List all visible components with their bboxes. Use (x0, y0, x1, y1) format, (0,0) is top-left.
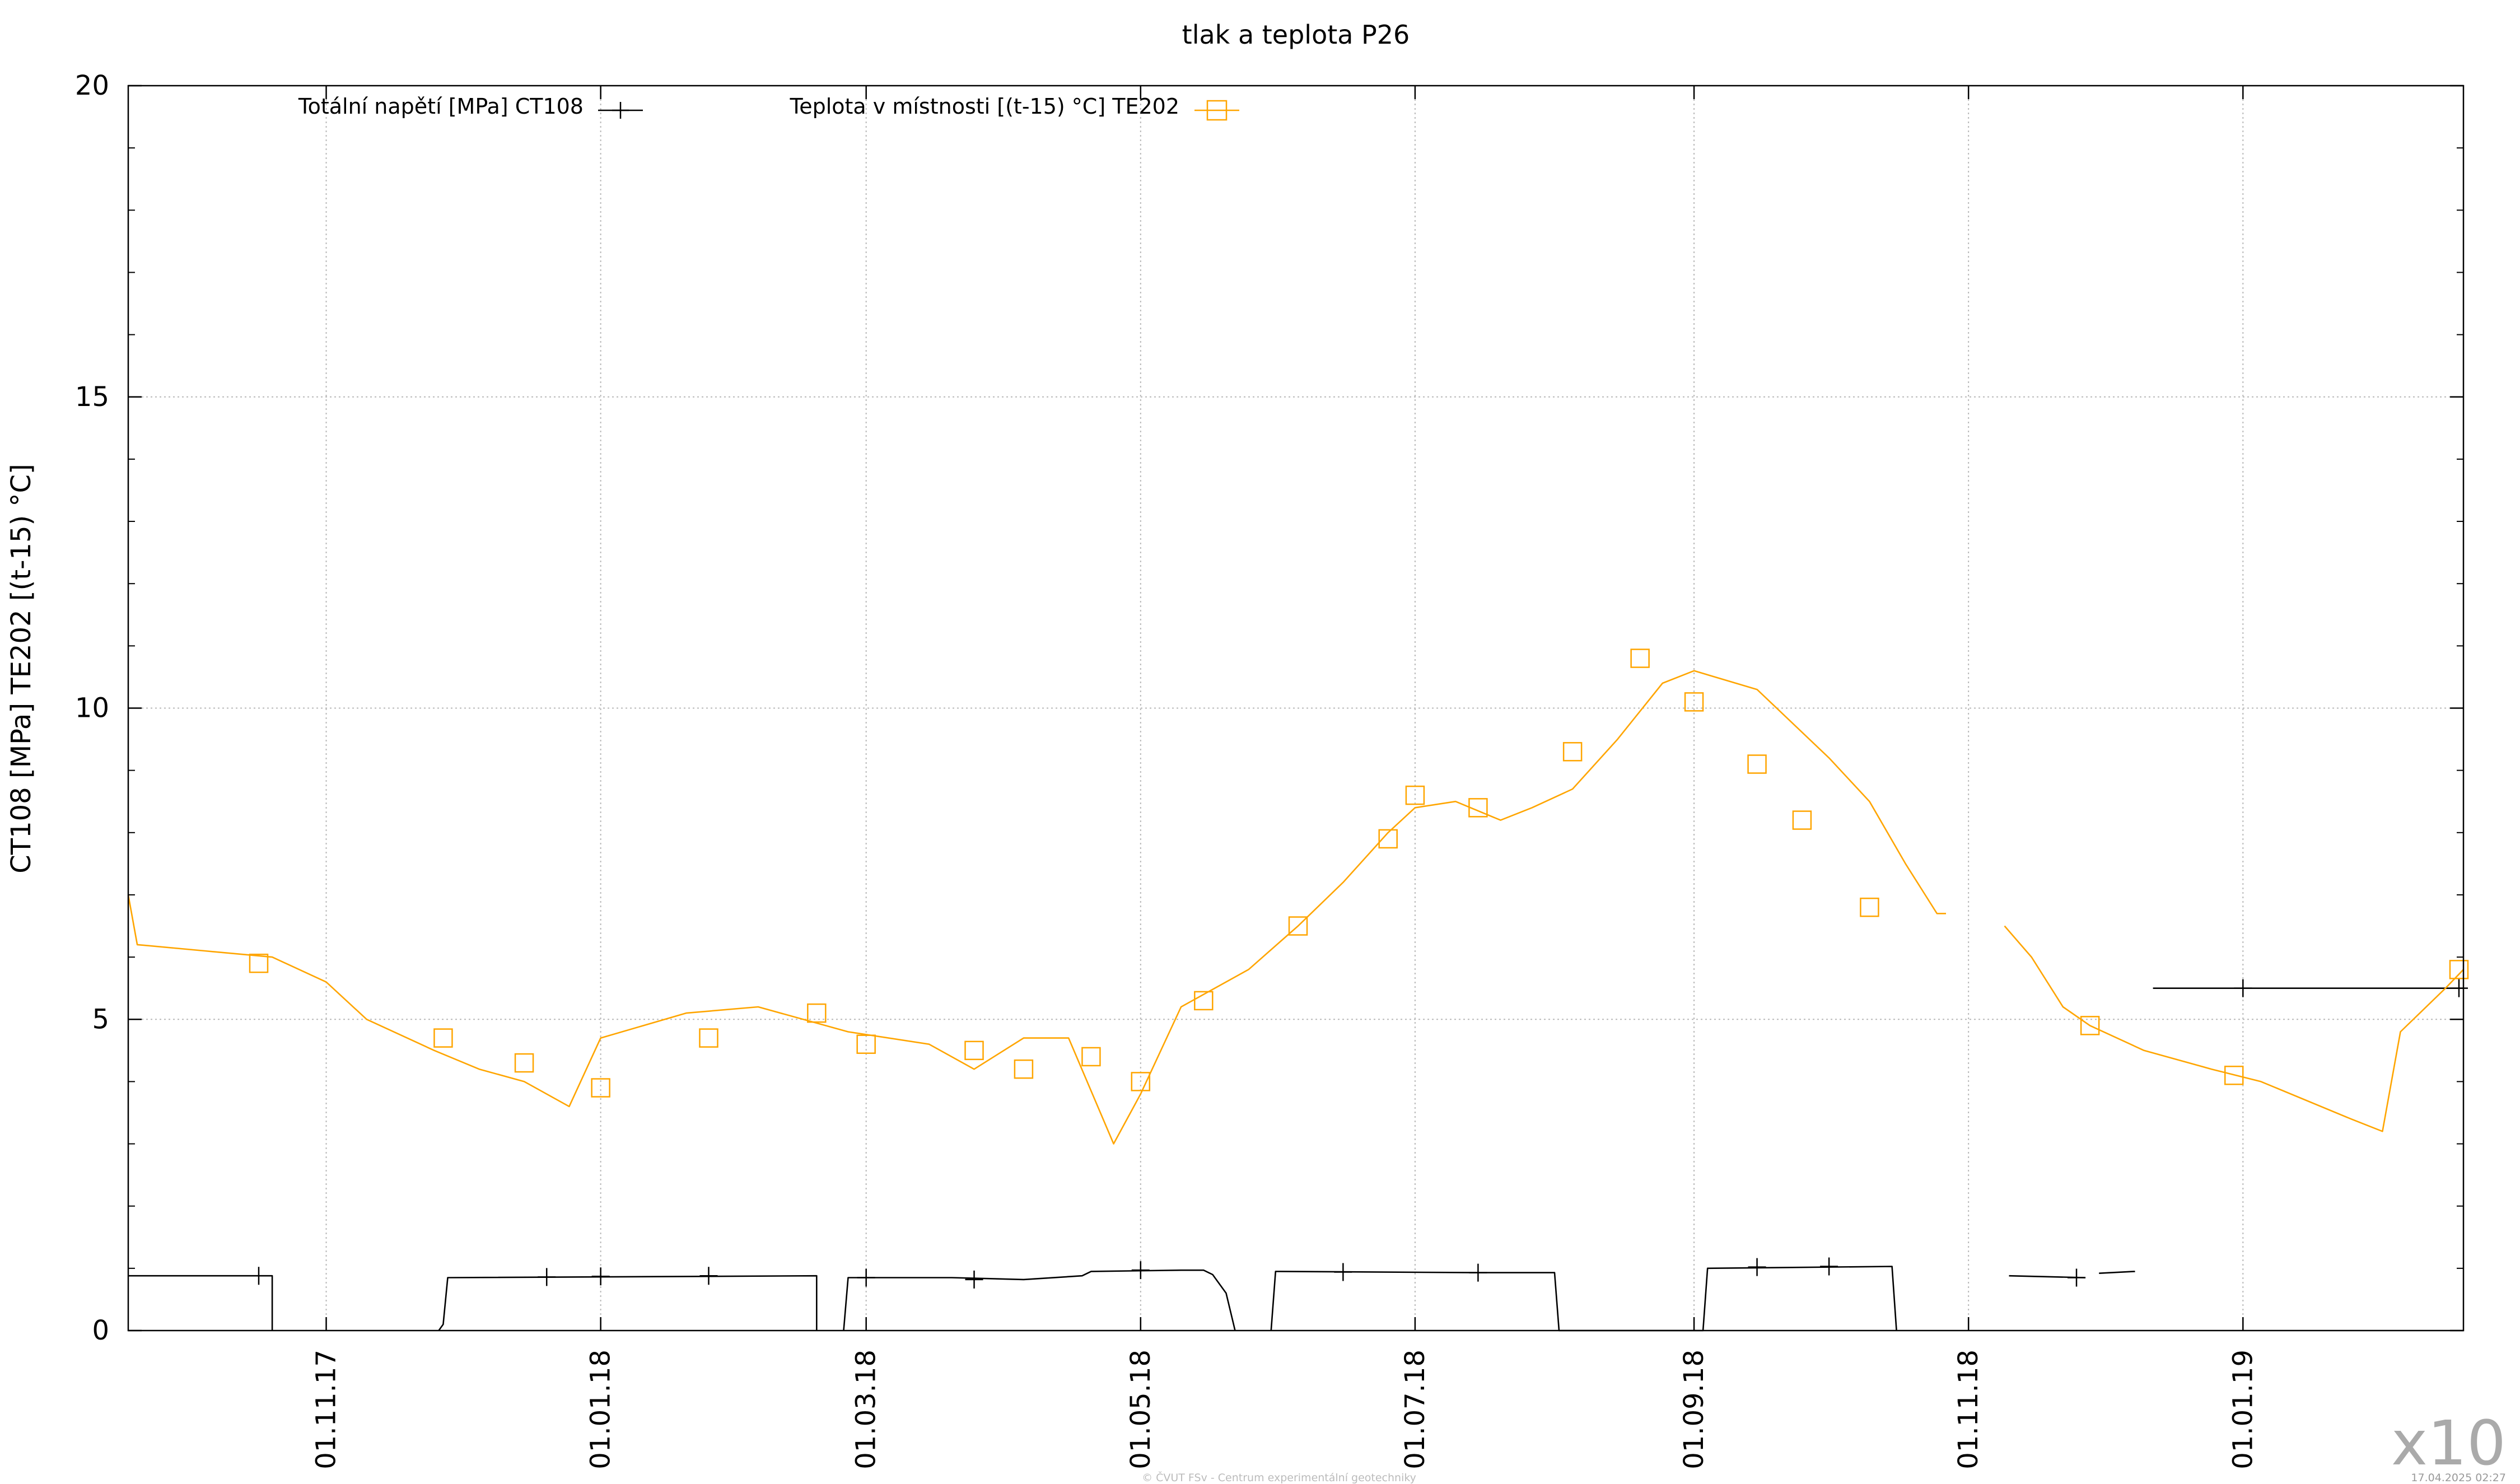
x-tick-label: 01.07.18 (1399, 1350, 1431, 1469)
data-point-ct108 (250, 1267, 268, 1285)
data-point-te202 (2224, 1066, 2244, 1085)
data-point-te202 (591, 1078, 610, 1098)
data-point-te202 (1747, 754, 1767, 774)
data-point-te202 (1405, 785, 1425, 805)
marker-layer (249, 648, 2469, 1289)
legend: Totální napětí [MPa] CT108 Teplota v mís… (298, 94, 1239, 121)
grid-lines (128, 86, 2463, 1331)
x-tick-label: 01.11.17 (311, 1350, 342, 1469)
data-point-te202 (1288, 916, 1308, 936)
data-point-ct108 (538, 1268, 556, 1286)
data-point-te202 (2449, 960, 2469, 979)
data-point-ct108 (699, 1267, 718, 1285)
x-tick-label: 01.09.18 (1678, 1350, 1710, 1469)
data-point-te202 (1792, 810, 1812, 830)
data-point-ct108 (591, 1267, 610, 1286)
data-point-ct108 (965, 1270, 983, 1289)
series-line-te202 (2004, 925, 2464, 1132)
data-point-te202 (807, 1003, 827, 1023)
data-point-te202 (964, 1040, 984, 1061)
y-tick-label: 20 (75, 70, 109, 101)
y-tick-labels: 0 5 10 15 20 (75, 70, 109, 1346)
footer-copyright: © ČVUT FSv - Centrum experimentální geot… (1142, 1471, 1416, 1484)
data-point-ct108 (2234, 979, 2252, 997)
data-point-te202 (856, 1034, 876, 1054)
series-layer (127, 670, 2464, 1332)
y-tick-label: 15 (75, 381, 109, 413)
data-point-ct108 (1748, 1258, 1766, 1276)
data-point-ct108 (2068, 1268, 2086, 1287)
data-point-te202 (1630, 648, 1650, 668)
footer-timestamp: 17.04.2025 02:27 (2411, 1472, 2506, 1484)
data-point-ct108 (2449, 979, 2468, 997)
x-tick-label: 01.01.18 (585, 1350, 617, 1469)
y-axis-label: CT108 [MPa] TE202 [(t-15) °C] (6, 464, 37, 873)
y-tick-label: 5 (92, 1004, 109, 1035)
data-point-te202 (1562, 742, 1583, 762)
legend-marker-te202 (1206, 100, 1228, 121)
data-point-te202 (1860, 897, 1879, 917)
data-point-te202 (1468, 798, 1488, 818)
data-point-ct108 (857, 1268, 875, 1287)
data-point-te202 (1131, 1072, 1151, 1091)
legend-marker-ct108 (612, 102, 629, 119)
data-point-te202 (2080, 1016, 2100, 1035)
x-tick-label: 01.11.18 (1953, 1350, 1984, 1469)
x-tick-label: 01.03.18 (851, 1350, 882, 1469)
data-point-ct108 (1131, 1261, 1150, 1280)
x-tick-label: 01.01.19 (2227, 1350, 2258, 1469)
data-point-ct108 (1334, 1263, 1352, 1281)
series-line-ct108 (2099, 1271, 2135, 1274)
x-tick-labels: 01.11.17 01.01.18 01.03.18 01.05.18 01.07.18… (311, 1350, 2259, 1469)
data-point-te202 (1378, 829, 1398, 849)
y-tick-label: 10 (75, 693, 109, 724)
data-point-te202 (699, 1028, 718, 1048)
data-point-te202 (1194, 991, 1214, 1011)
data-point-te202 (1014, 1059, 1034, 1079)
data-point-te202 (249, 953, 269, 973)
data-point-ct108 (1469, 1263, 1487, 1282)
data-point-te202 (514, 1053, 534, 1073)
data-point-te202 (433, 1028, 453, 1048)
series-line-ct108 (843, 1269, 1236, 1331)
data-point-te202 (1684, 692, 1704, 712)
x-tick-label: 01.05.18 (1125, 1350, 1156, 1469)
legend-label-te202: Teplota v místnosti [(t-15) °C] TE202 (789, 94, 1179, 119)
data-point-te202 (1081, 1047, 1101, 1067)
multiplier-label: x10 (2391, 1407, 2506, 1479)
series-line-ct108 (128, 1275, 273, 1331)
series-line-te202 (127, 670, 1946, 1145)
series-line-ct108 (438, 1275, 818, 1331)
axis-ticks (128, 85, 2463, 1332)
legend-label-ct108: Totální napětí [MPa] CT108 (298, 94, 584, 119)
chart-title: tlak a teplota P26 (1182, 20, 1410, 50)
y-tick-label: 0 (92, 1315, 109, 1346)
series-line-ct108 (1270, 1266, 1897, 1332)
data-point-ct108 (1820, 1257, 1838, 1276)
